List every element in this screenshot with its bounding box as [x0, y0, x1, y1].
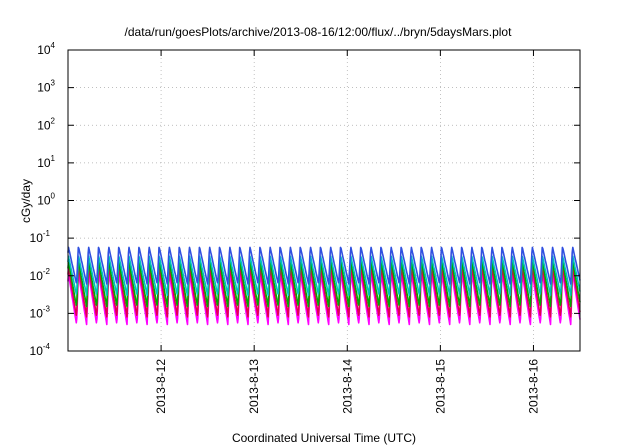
y-tick-label: 10-2 [30, 267, 51, 283]
series-line [67, 266, 581, 318]
y-axis: 104 103 102 101 100 10-1 10-2 10-3 10-4 [30, 41, 580, 358]
series-line [67, 246, 581, 285]
y-tick-label: 102 [37, 116, 55, 132]
series-line [67, 255, 581, 297]
y-tick-label: 103 [37, 79, 55, 95]
y-tick-label: 100 [37, 192, 55, 208]
y-axis-label: cGy/day [19, 179, 33, 223]
y-tick-label: 10-4 [30, 342, 51, 358]
y-tick-label: 104 [37, 41, 55, 57]
x-axis: 2013-8-12 2013-8-13 2013-8-14 2013-8-15 2013… [154, 50, 540, 414]
series-line [67, 261, 581, 308]
x-tick-label: 2013-8-12 [154, 359, 168, 414]
y-tick-label: 10-1 [30, 229, 51, 245]
x-tick-label: 2013-8-16 [526, 359, 540, 414]
series-line [67, 273, 581, 326]
x-tick-label: 2013-8-13 [247, 359, 261, 414]
x-tick-label: 2013-8-15 [433, 359, 447, 414]
y-tick-label: 10-3 [30, 304, 51, 320]
y-tick-label: 101 [37, 154, 55, 170]
x-tick-label: 2013-8-14 [340, 359, 354, 414]
chart-title: /data/run/goesPlots/archive/2013-08-16/1… [125, 25, 513, 39]
x-axis-label: Coordinated Universal Time (UTC) [232, 431, 416, 445]
series-group [67, 246, 581, 326]
